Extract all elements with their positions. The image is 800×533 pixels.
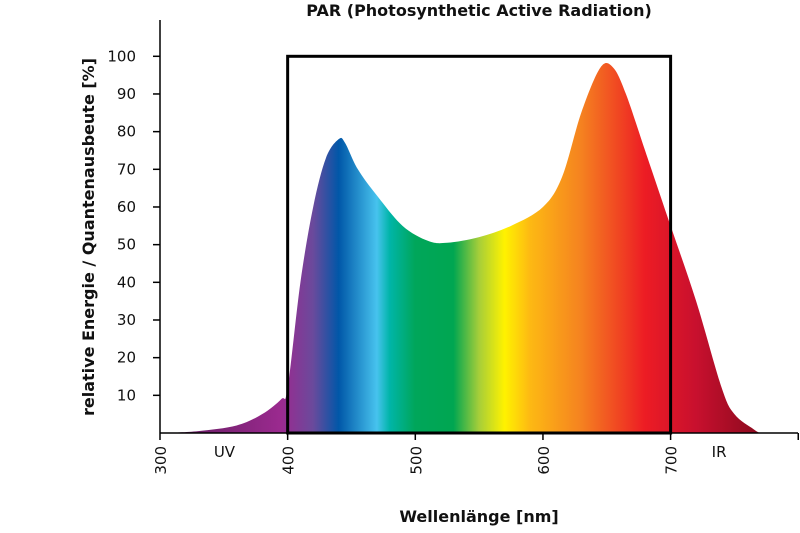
x-axis-label: Wellenlänge [nm] <box>399 507 558 526</box>
annotation-ir: IR <box>712 443 727 461</box>
x-tick-label: 500 <box>407 446 425 475</box>
y-tick-label: 70 <box>117 160 136 178</box>
y-tick-label: 60 <box>117 198 136 216</box>
y-tick-label: 10 <box>117 386 136 404</box>
x-tick-label: 700 <box>663 446 681 475</box>
y-tick-label: 100 <box>107 47 136 65</box>
x-tick-label: 600 <box>535 446 553 475</box>
x-tick-label: 400 <box>280 446 298 475</box>
y-tick-label: 50 <box>117 236 136 254</box>
y-tick-label: 30 <box>117 311 136 329</box>
y-axis-label: relative Energie / Quantenausbeute [%] <box>79 58 98 416</box>
chart-title: PAR (Photosynthetic Active Radiation) <box>306 1 652 20</box>
spectrum-area <box>166 63 760 433</box>
y-tick-label: 20 <box>117 349 136 367</box>
x-tick-label: 300 <box>152 446 170 475</box>
y-tick-label: 90 <box>117 85 136 103</box>
y-tick-label: 80 <box>117 123 136 141</box>
y-tick-label: 40 <box>117 273 136 291</box>
annotation-uv: UV <box>214 443 236 461</box>
